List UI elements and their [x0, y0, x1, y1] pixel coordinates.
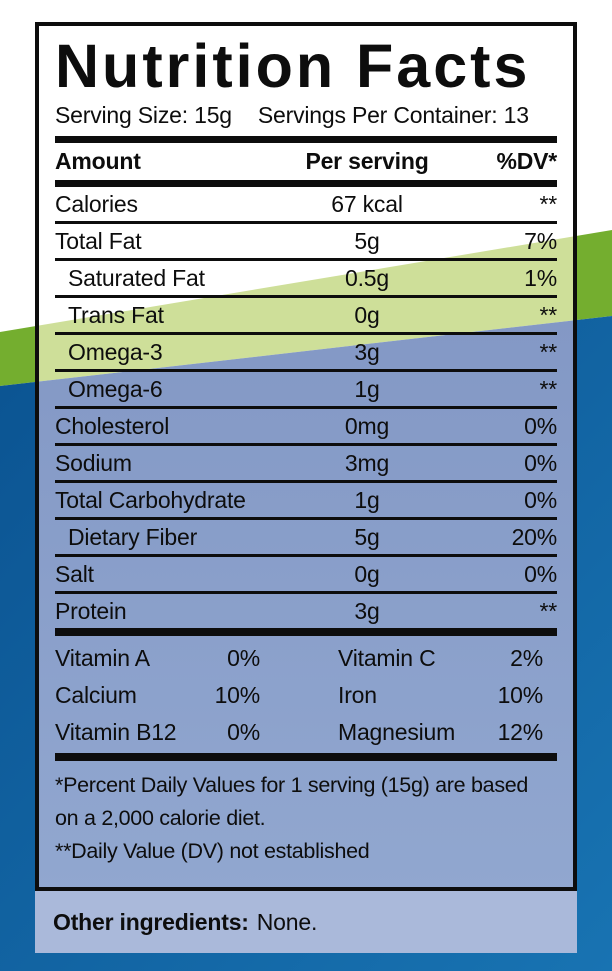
vitamin-value: 0%: [227, 645, 260, 671]
nutrient-row-salt: Salt 0g 0%: [55, 557, 557, 594]
nutrient-dv: **: [539, 190, 557, 217]
nutrient-value: 0g: [354, 560, 380, 587]
nutrient-value: 5g: [354, 227, 380, 254]
nutrient-name: Calories: [55, 190, 138, 217]
nutrient-dv: **: [539, 375, 557, 402]
nutrient-name: Saturated Fat: [68, 264, 205, 291]
column-header-amount: Amount: [55, 148, 141, 174]
nutrient-value: 3mg: [344, 449, 390, 476]
vitamin-value: 2%: [510, 645, 543, 671]
divider-thick: [55, 753, 557, 761]
nutrition-facts-panel: Nutrition Facts Serving Size: 15g Servin…: [35, 22, 577, 891]
vitamin-name: Vitamin C: [338, 645, 436, 671]
nutrient-row-total-fat: Total Fat 5g 7%: [55, 224, 557, 261]
vitamin-row: Vitamin A 0% Vitamin C 2%: [55, 640, 557, 677]
vitamin-value: 0%: [227, 719, 260, 745]
nutrient-value: 67 kcal: [331, 190, 403, 217]
nutrient-dv: **: [539, 301, 557, 328]
nutrient-row-omega-6: Omega-6 1g **: [55, 372, 557, 409]
vitamin-name: Vitamin B12: [55, 719, 177, 745]
nutrient-row-omega-3: Omega-3 3g **: [55, 335, 557, 372]
vitamin-cell: Vitamin B12 0%: [55, 719, 260, 746]
other-ingredients-strip: Other ingredients: None.: [35, 891, 577, 953]
nutrient-name: Protein: [55, 597, 127, 624]
vitamins-section: Vitamin A 0% Vitamin C 2% Calcium 10% Ir…: [55, 640, 557, 751]
nutrient-dv: 1%: [524, 264, 557, 291]
nutrient-value: 1g: [354, 486, 380, 513]
nutrient-name: Trans Fat: [68, 301, 164, 328]
nutrient-value: 0g: [354, 301, 380, 328]
divider: [55, 136, 557, 143]
column-header-per-serving: Per serving: [305, 148, 429, 174]
nutrient-name: Omega-3: [68, 338, 163, 365]
nutrient-name: Salt: [55, 560, 94, 587]
nutrient-dv: **: [539, 338, 557, 365]
nutrient-dv: 0%: [524, 412, 557, 439]
nutrient-value: 0.5g: [345, 264, 389, 291]
column-headers: Amount Per serving %DV*: [55, 143, 557, 180]
nutrient-name: Dietary Fiber: [68, 523, 198, 550]
label-interior-band-blue: [39, 320, 573, 887]
nutrient-dv: 0%: [524, 449, 557, 476]
nutrient-name: Omega-6: [68, 375, 163, 402]
nutrient-value: 0mg: [344, 412, 390, 439]
footnotes: *Percent Daily Values for 1 serving (15g…: [55, 769, 557, 868]
nutrient-row-protein: Protein 3g **: [55, 594, 557, 628]
vitamin-cell: Calcium 10%: [55, 682, 260, 709]
nutrient-dv: 0%: [524, 486, 557, 513]
serving-size: Serving Size: 15g: [55, 102, 232, 128]
nutrient-dv: 7%: [524, 227, 557, 254]
nutrient-name: Sodium: [55, 449, 132, 476]
vitamin-cell: Vitamin C 2%: [338, 645, 543, 672]
vitamin-value: 10%: [497, 682, 544, 708]
vitamin-value: 12%: [497, 719, 544, 745]
vitamin-value: 10%: [214, 682, 261, 708]
vitamin-row: Vitamin B12 0% Magnesium 12%: [55, 714, 557, 751]
nutrient-value: 5g: [354, 523, 380, 550]
vitamin-name: Magnesium: [338, 719, 456, 745]
nutrient-row-saturated-fat: Saturated Fat 0.5g 1%: [55, 261, 557, 298]
nutrient-value: 3g: [354, 338, 380, 365]
nutrient-dv: **: [539, 597, 557, 624]
nutrient-rows: Calories 67 kcal ** Total Fat 5g 7% Satu…: [55, 187, 557, 628]
nutrient-name: Total Carbohydrate: [55, 486, 246, 513]
other-ingredients-value: None.: [256, 908, 318, 935]
vitamin-cell: Vitamin A 0%: [55, 645, 260, 672]
serving-info: Serving Size: 15g Servings Per Container…: [55, 100, 557, 130]
nutrient-row-total-carbohydrate: Total Carbohydrate 1g 0%: [55, 483, 557, 520]
divider-thick: [55, 628, 557, 636]
label-interior-band-green: [39, 236, 573, 382]
other-ingredients-label: Other ingredients:: [53, 908, 249, 935]
nutrient-row-calories: Calories 67 kcal **: [55, 187, 557, 224]
nutrient-row-cholesterol: Cholesterol 0mg 0%: [55, 409, 557, 446]
nutrient-row-trans-fat: Trans Fat 0g **: [55, 298, 557, 335]
divider: [55, 180, 557, 187]
footnote-dv-basis: *Percent Daily Values for 1 serving (15g…: [55, 773, 529, 830]
nutrient-row-sodium: Sodium 3mg 0%: [55, 446, 557, 483]
nutrient-name: Total Fat: [55, 227, 142, 254]
vitamin-name: Iron: [338, 682, 377, 708]
vitamin-cell: Iron 10%: [338, 682, 543, 709]
nutrient-row-dietary-fiber: Dietary Fiber 5g 20%: [55, 520, 557, 557]
panel-title: Nutrition Facts: [55, 32, 531, 100]
nutrient-dv: 20%: [511, 523, 558, 550]
column-header-dv: %DV*: [496, 148, 557, 174]
nutrient-dv: 0%: [524, 560, 557, 587]
vitamin-cell: Magnesium 12%: [338, 719, 543, 746]
servings-per-container: Servings Per Container: 13: [257, 102, 529, 128]
nutrient-value: 3g: [354, 597, 380, 624]
nutrient-name: Cholesterol: [55, 412, 170, 439]
vitamin-name: Vitamin A: [55, 645, 150, 671]
vitamin-name: Calcium: [55, 682, 137, 708]
footnote-dv-not-established: **Daily Value (DV) not established: [55, 839, 370, 863]
nutrient-value: 1g: [354, 375, 380, 402]
vitamin-row: Calcium 10% Iron 10%: [55, 677, 557, 714]
